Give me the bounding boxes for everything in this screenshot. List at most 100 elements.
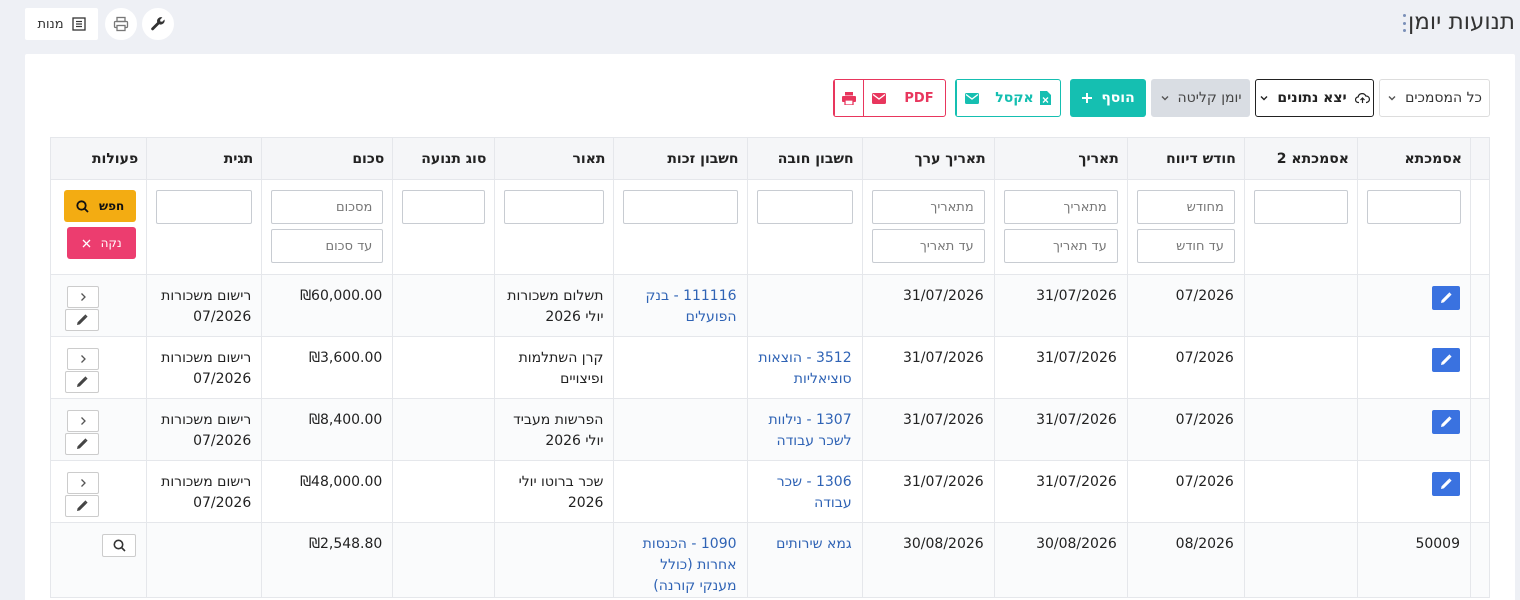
excel-email-button[interactable] [956,80,986,116]
ref2-cell [1243,398,1358,461]
expand-button[interactable] [67,286,99,308]
expand-button[interactable] [67,410,99,432]
value-date-cell: 31/07/2026 [861,460,995,523]
debit-link[interactable]: גמא שירותים [776,536,852,552]
credit-cell [613,460,748,523]
tag-filter-input[interactable] [156,190,253,224]
date-to-input[interactable] [1003,229,1118,263]
journal-intake-dropdown[interactable]: יומן קליטה [1151,79,1250,117]
table-row: 07/2026 31/07/2026 31/07/2026 1307 - ניל… [49,398,1490,461]
pencil-icon [1441,478,1452,489]
search-button[interactable]: חפש [64,190,137,222]
row-edit-button[interactable] [65,309,99,331]
journal-intake-label: יומן קליטה [1177,90,1242,106]
col-header[interactable]: חשבון זכות [613,137,748,180]
type-filter-input[interactable] [402,190,486,224]
month-from-input[interactable] [1136,190,1235,224]
ref-filter-input[interactable] [1366,190,1461,224]
col-header[interactable]: תאריך [993,137,1128,180]
row-edit-button[interactable] [65,371,99,393]
month-value: 07/2026 [1175,412,1234,428]
pdf-print-button[interactable] [834,80,863,116]
col-header[interactable]: סכום [261,137,394,180]
date-value: 31/07/2026 [1036,474,1117,490]
col-header[interactable]: סוג תנועה [392,137,496,180]
ref2-cell [1243,336,1358,399]
scroll-spacer [1470,179,1490,275]
main-card: כל המסמכים יצא נתונים יומן קליטה הוסף אק… [25,54,1515,600]
excel-button[interactable]: אקסל [986,80,1060,116]
wrench-button[interactable] [142,8,174,40]
month-to-input[interactable] [1136,229,1235,263]
amount-cell: ₪2,548.80 [261,522,394,598]
date-value: 30/08/2026 [1036,536,1117,552]
print-button[interactable] [105,8,137,40]
value-date-from-input[interactable] [871,190,985,224]
col-header[interactable]: תגית [146,137,263,180]
pdf-button[interactable]: PDF [893,80,945,116]
row-edit-button[interactable] [65,495,99,517]
col-header[interactable]: אסמכתא [1356,137,1472,180]
credit-filter-input[interactable] [623,190,738,224]
ref2-filter-input[interactable] [1253,190,1348,224]
date-cell: 30/08/2026 [993,522,1128,598]
ref-cell [1356,398,1472,461]
debit-link[interactable]: 1306 - שכר עבודה [776,474,852,511]
col-header[interactable]: אסמכתא 2 [1243,137,1358,180]
credit-link[interactable]: 1090 - הכנסות אחרות (כולל מענקי קורנה) [642,536,737,594]
clear-button[interactable]: נקה [67,227,137,259]
credit-cell [613,398,748,461]
col-header[interactable]: חשבון חובה [746,137,863,180]
month-cell: 07/2026 [1126,460,1245,523]
amount-to-input[interactable] [271,229,384,263]
date-from-input[interactable] [1003,190,1118,224]
debit-link[interactable]: 3512 - הוצאות סוציאליות [758,350,852,387]
debit-link[interactable]: 1307 - נילוות לשכר עבודה [768,412,852,449]
col-header: פעולות [49,137,148,180]
type-cell [392,336,496,399]
edit-button[interactable] [1432,286,1460,310]
amount-cell: ₪3,600.00 [261,336,394,399]
col-header[interactable]: תאריך ערך [861,137,995,180]
pdf-email-button[interactable] [863,80,893,116]
envelope-icon [871,92,886,104]
row-edit-button[interactable] [65,433,99,455]
row-search-button[interactable] [102,534,137,557]
debit-cell [746,274,863,337]
col-header[interactable]: תאור [494,137,615,180]
ref-cell [1356,274,1472,337]
expand-button[interactable] [67,472,99,494]
chevron-down-icon [1161,96,1169,101]
tag-cell [146,522,263,598]
tag-cell: רישום משכורות 07/2026 [146,460,263,523]
desc-filter-input[interactable] [504,190,605,224]
month-cell: 07/2026 [1126,336,1245,399]
page-title: תנועות יומן [1408,9,1515,35]
debit-filter-input[interactable] [756,190,853,224]
edit-button[interactable] [1432,410,1460,434]
chevron-right-icon [81,355,86,363]
all-documents-dropdown[interactable]: כל המסמכים [1379,79,1490,117]
col-header[interactable]: חודש דיווח [1126,137,1245,180]
amount-from-input[interactable] [271,190,384,224]
month-cell: 07/2026 [1126,274,1245,337]
desc-cell: תשלום משכורות יולי 2026 [494,274,615,337]
ref2-cell [1243,460,1358,523]
credit-link[interactable]: 111116 - בנק הפועלים [645,288,737,325]
value-date-to-input[interactable] [871,229,985,263]
edit-button[interactable] [1432,348,1460,372]
export-data-button[interactable]: יצא נתונים [1255,79,1374,117]
pdf-label: PDF [904,90,934,106]
edit-button[interactable] [1432,472,1460,496]
tag-value: רישום משכורות 07/2026 [161,288,252,325]
batches-button[interactable]: מנות [25,8,98,40]
value-date-value: 31/07/2026 [902,412,984,428]
chevron-right-icon [81,479,86,487]
add-button[interactable]: הוסף [1070,79,1146,117]
expand-button[interactable] [67,348,99,370]
more-options-icon[interactable] [1401,14,1407,32]
table-row: 50009 08/2026 30/08/2026 30/08/2026 גמא … [49,522,1490,598]
chevron-right-icon [81,417,86,425]
list-icon [71,17,86,31]
add-label: הוסף [1101,90,1135,106]
